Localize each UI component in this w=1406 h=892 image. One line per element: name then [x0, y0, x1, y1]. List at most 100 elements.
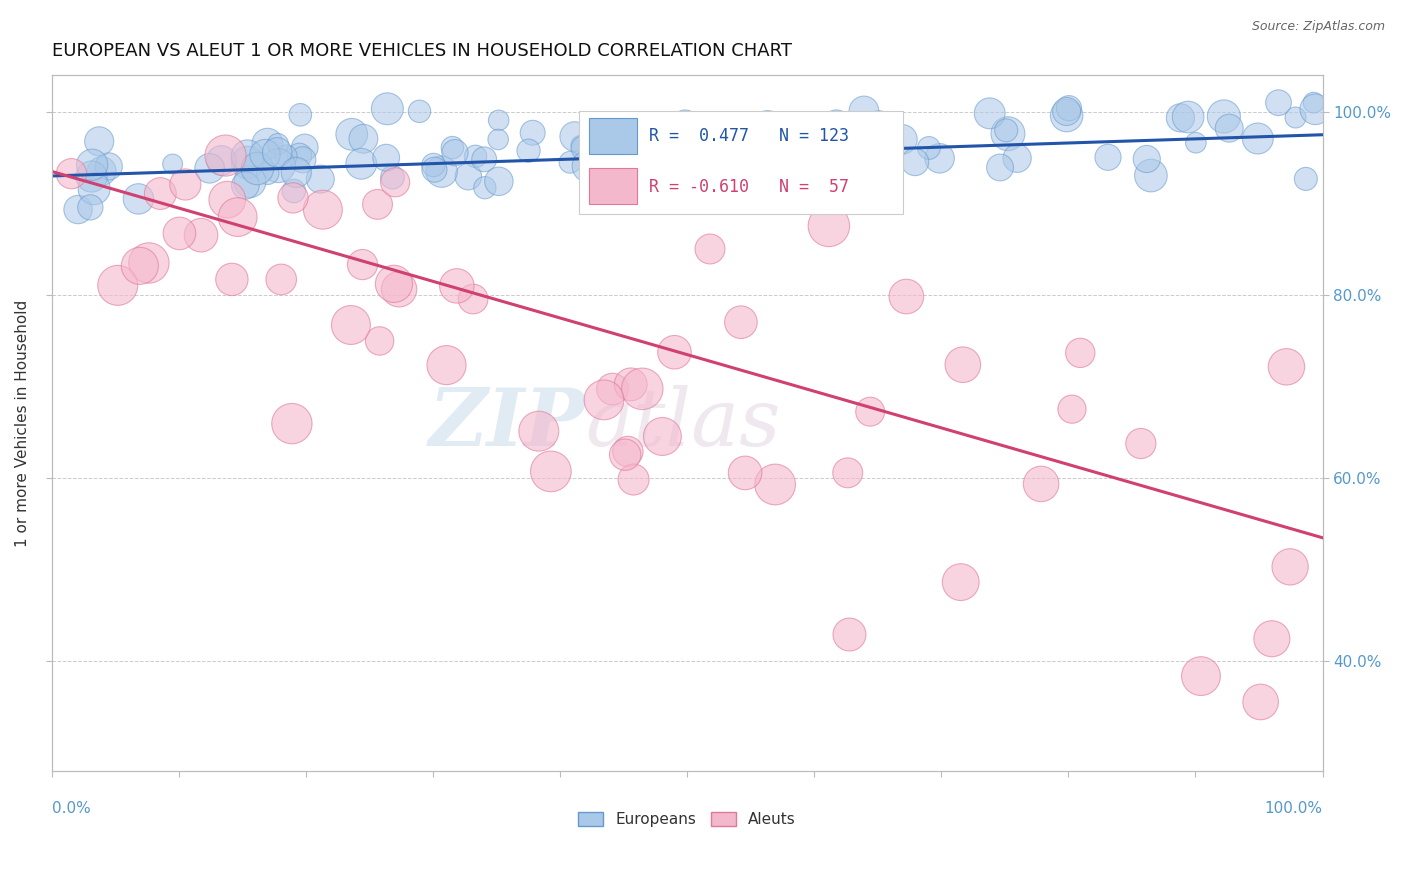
Point — [340, 318, 363, 332]
Point — [1097, 150, 1119, 164]
Point — [388, 282, 411, 296]
Point — [107, 278, 129, 293]
Point — [214, 148, 236, 162]
Point — [838, 627, 860, 641]
Point — [430, 164, 453, 178]
Point — [766, 134, 789, 148]
Text: ZIP: ZIP — [429, 384, 585, 462]
Text: R =  0.477   N = 123: R = 0.477 N = 123 — [650, 127, 849, 145]
Point — [725, 140, 748, 154]
Point — [1129, 436, 1152, 450]
Point — [825, 118, 848, 132]
Point — [918, 141, 941, 155]
Point — [593, 156, 616, 170]
Point — [283, 184, 305, 198]
Point — [581, 137, 603, 152]
Point — [79, 200, 101, 214]
FancyBboxPatch shape — [589, 168, 637, 204]
Point — [837, 466, 859, 480]
Point — [699, 242, 721, 256]
Point — [818, 219, 841, 233]
Point — [1140, 169, 1163, 183]
Point — [666, 145, 689, 160]
Point — [558, 155, 581, 169]
Point — [593, 392, 616, 407]
Point — [474, 180, 496, 194]
Point — [1069, 346, 1091, 360]
Text: R = -0.610   N =  57: R = -0.610 N = 57 — [650, 178, 849, 196]
Point — [860, 146, 883, 161]
Point — [290, 108, 312, 122]
Point — [527, 424, 550, 438]
Point — [138, 256, 160, 270]
Point — [226, 210, 249, 224]
Point — [488, 174, 510, 188]
Point — [872, 150, 894, 164]
Point — [949, 575, 972, 590]
Point — [90, 164, 112, 178]
Point — [486, 132, 509, 146]
Point — [127, 192, 149, 206]
Point — [647, 136, 669, 150]
Point — [755, 127, 778, 141]
Point — [621, 119, 644, 133]
Point — [637, 125, 659, 139]
Point — [82, 158, 104, 172]
Point — [578, 159, 600, 173]
Point — [340, 128, 363, 142]
Point — [274, 149, 297, 163]
Y-axis label: 1 or more Vehicles in Household: 1 or more Vehicles in Household — [15, 300, 30, 547]
Point — [995, 123, 1018, 137]
Point — [236, 155, 259, 169]
Point — [464, 149, 486, 163]
Point — [727, 144, 749, 158]
Point — [813, 134, 835, 148]
Point — [517, 144, 540, 158]
Point — [1056, 104, 1078, 119]
Point — [1056, 109, 1078, 123]
Point — [256, 136, 278, 151]
Point — [614, 448, 637, 462]
Point — [1060, 402, 1083, 417]
Point — [256, 166, 278, 180]
Point — [1189, 669, 1212, 683]
Point — [799, 140, 821, 154]
Point — [811, 151, 834, 165]
Legend: Europeans, Aleuts: Europeans, Aleuts — [572, 805, 801, 833]
Point — [841, 126, 863, 140]
Point — [266, 145, 288, 160]
Point — [270, 272, 292, 286]
Point — [217, 193, 239, 207]
Point — [236, 149, 259, 163]
Point — [997, 127, 1019, 141]
Point — [763, 477, 786, 491]
Point — [602, 382, 624, 396]
Point — [1275, 359, 1298, 374]
Point — [89, 134, 111, 148]
Point — [979, 106, 1001, 120]
Point — [281, 191, 304, 205]
Point — [904, 155, 927, 169]
Point — [309, 172, 332, 186]
Point — [423, 162, 446, 177]
Point — [868, 117, 890, 131]
Point — [849, 140, 872, 154]
Point — [672, 148, 695, 162]
Point — [66, 202, 89, 217]
Point — [253, 147, 276, 161]
Point — [1267, 95, 1289, 110]
Text: atlas: atlas — [585, 384, 780, 462]
Point — [267, 159, 290, 173]
Point — [859, 405, 882, 419]
Point — [673, 117, 696, 131]
Point — [382, 277, 405, 291]
FancyBboxPatch shape — [579, 112, 903, 214]
Point — [444, 145, 467, 160]
Point — [169, 227, 191, 241]
Point — [350, 157, 373, 171]
Point — [209, 153, 232, 168]
Point — [702, 128, 724, 143]
Point — [198, 161, 221, 176]
Point — [623, 473, 645, 487]
Point — [381, 170, 404, 185]
